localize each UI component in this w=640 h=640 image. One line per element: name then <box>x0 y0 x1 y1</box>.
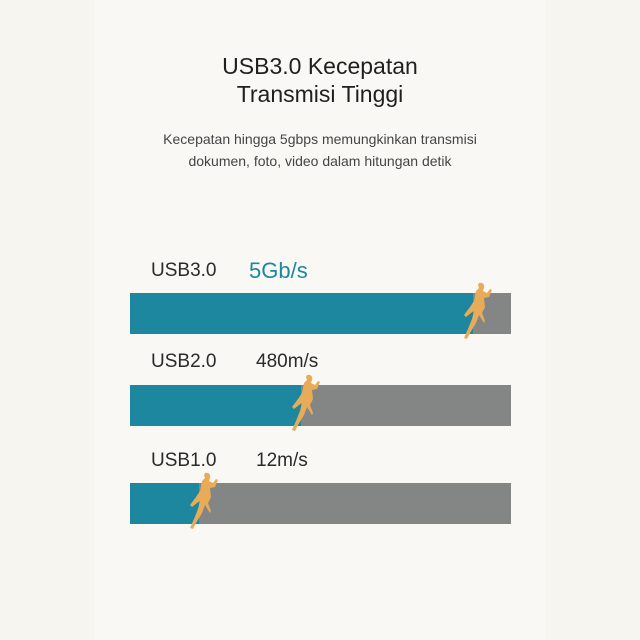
subtitle-line-1: Kecepatan hingga 5gbps memungkinkan tran… <box>163 131 477 147</box>
runner-icon <box>455 281 495 343</box>
value-label: 5Gb/s <box>249 258 308 283</box>
bar-fill <box>130 385 302 426</box>
runner-icon <box>283 373 323 435</box>
runner-icon <box>181 471 221 533</box>
bar-track <box>130 385 511 426</box>
title-line-1: USB3.0 Kecepatan <box>222 53 418 79</box>
bar-fill <box>130 293 473 334</box>
category-label: USB1.0 <box>151 450 217 471</box>
category-label: USB2.0 <box>151 351 217 372</box>
bar-track <box>130 293 511 334</box>
value-label: 12m/s <box>256 450 308 471</box>
subtitle-line-2: dokumen, foto, video dalam hitungan deti… <box>188 153 452 169</box>
bar-fill <box>130 483 199 524</box>
category-label: USB3.0 <box>151 260 217 281</box>
title-line-2: Transmisi Tinggi <box>236 81 404 107</box>
value-label: 480m/s <box>256 351 319 372</box>
